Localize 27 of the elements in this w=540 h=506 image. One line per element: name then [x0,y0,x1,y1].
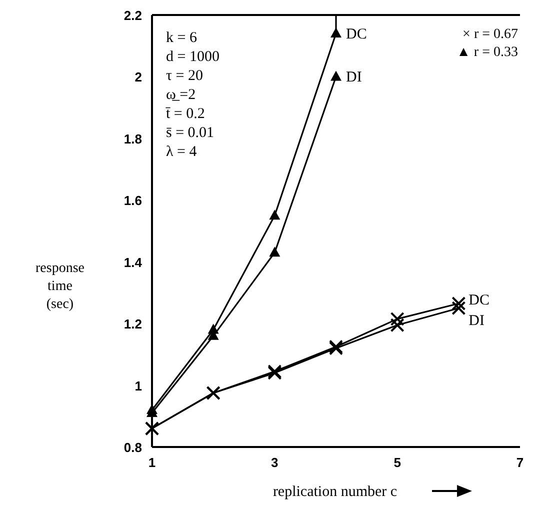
x-tick-label: 5 [394,455,401,470]
y-tick-label: 1 [134,378,142,394]
annotation: × r = 0.67 [462,27,518,42]
y-tick-label: 1.8 [124,131,142,146]
annotation: λ = 4 [166,144,198,160]
y-tick-label: 0.8 [124,440,142,455]
x-axis-title: replication number c [272,484,398,500]
annotation: τ = 20 [166,68,203,84]
annotation: s̄ = 0.01 [166,125,214,141]
x-tick-label: 1 [148,455,156,470]
y-tick-label: 1.4 [124,254,143,270]
y-tick-label: 1.2 [124,316,142,332]
series-label: DC [468,292,490,309]
annotation: ω̲ =2 [166,87,196,103]
annotation: k = 6 [166,30,198,46]
y-tick-label: 2.2 [124,8,142,23]
y-tick-label: 1.6 [124,193,142,208]
annotation: ▲ r = 0.33 [456,45,518,60]
series-label: DI [468,313,484,330]
x-tick-label: 3 [271,455,278,470]
series-label: DI [346,70,362,86]
series-label: DC [346,26,367,43]
y-axis-title: response time (sec) [36,261,84,312]
annotation: t̄ = 0.2 [165,106,205,122]
annotation: d = 1000 [166,49,220,65]
x-tick-label: 7 [516,455,524,470]
y-tick-label: 2 [134,70,142,85]
